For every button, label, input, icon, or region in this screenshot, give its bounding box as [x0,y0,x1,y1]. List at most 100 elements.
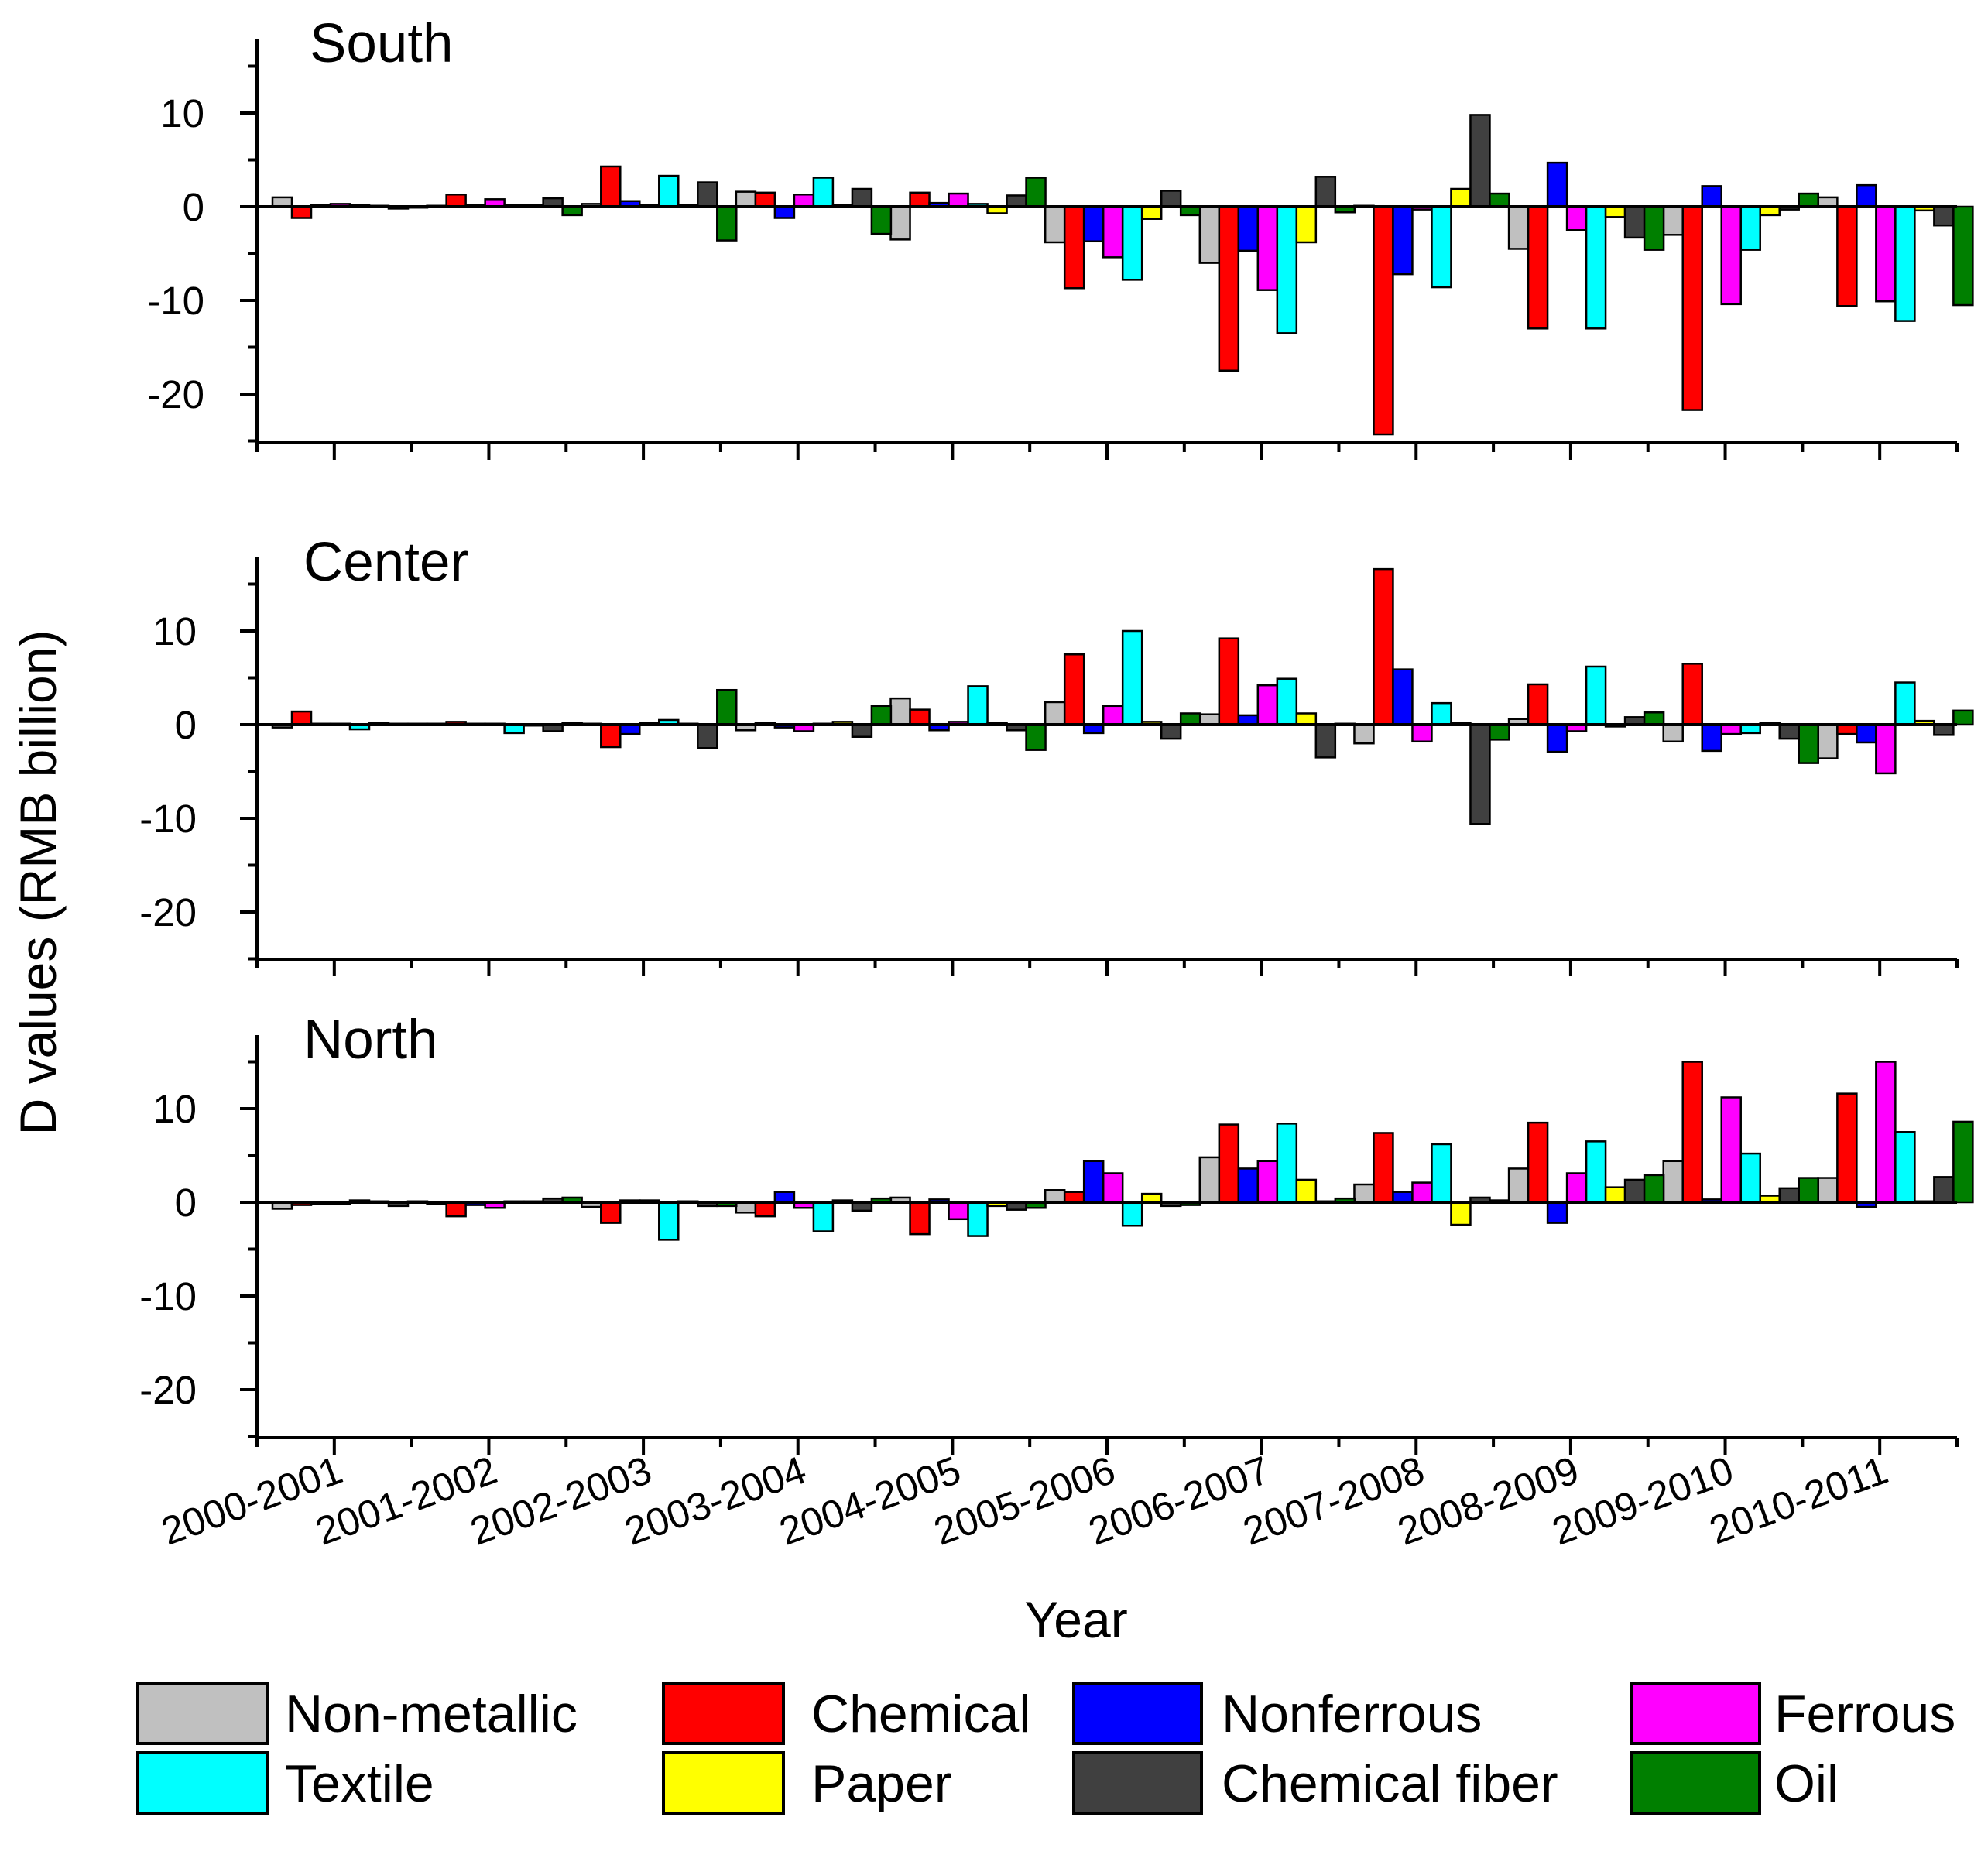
bar-non-metallic [1353,723,1375,745]
legend-label: Textile [285,1754,434,1813]
bar-ferrous [1875,1061,1897,1204]
bar-ferrous [1102,705,1124,726]
bar-oil [716,205,738,242]
bar-textile [1121,629,1143,726]
legend-item-chemical: Chemical [662,1682,1030,1745]
panel-title: South [310,13,454,74]
bar-textile [812,1201,835,1232]
bar-non-metallic [1198,205,1221,264]
bar-non-metallic [889,205,911,241]
bar-non-metallic [1353,1183,1375,1204]
bar-textile [1121,205,1143,281]
bar-chemical-fiber [1469,114,1491,208]
y-tick-label: -20 [139,890,197,934]
bar-textile [967,1201,989,1237]
bar-non-metallic [1662,205,1684,236]
bar-chemical [1527,1121,1549,1204]
bar-chemical [1527,205,1549,330]
bar-nonferrous [1701,185,1722,208]
panel-title: North [303,1010,438,1071]
x-tick-label: 2009-2010 [1547,1448,1740,1554]
bar-ferrous [948,192,969,208]
bar-ferrous [1875,723,1897,775]
bar-textile [658,174,680,208]
y-tick-label: -10 [147,279,204,323]
bar-chemical [1527,683,1549,726]
bar-nonferrous [1546,1201,1568,1224]
legend-label: Nonferrous [1222,1685,1482,1743]
legend-item-chemical-fiber: Chemical fiber [1072,1751,1558,1815]
bar-chemical [754,191,776,208]
bar-oil [1025,723,1047,751]
bar-chemical [600,165,622,208]
bar-textile [967,685,989,726]
bar-chemical-fiber [1314,723,1337,759]
bar-nonferrous [1392,668,1414,726]
bar-chemical-fiber [1160,723,1182,740]
bar-nonferrous [1856,723,1877,744]
legend-swatch [1072,1751,1203,1815]
panel-north: 10 0 -10 -20 North [139,1010,1974,1455]
bar-textile [1276,1123,1298,1204]
bar-nonferrous [1392,205,1414,276]
bar-textile [1431,1143,1452,1204]
bar-ferrous [1720,205,1742,306]
bar-oil [1179,712,1201,726]
bar-chemical-fiber [1623,205,1646,239]
y-tick-label: -20 [147,372,204,417]
y-tick-label: -10 [139,1274,197,1318]
legend-item-nonferrous: Nonferrous [1072,1682,1482,1745]
y-axis-title: D values (RMB billion) [9,630,67,1136]
bar-chemical [600,723,622,749]
bar-chemical [1063,205,1085,290]
bar-ferrous [1102,1172,1124,1204]
bar-non-metallic [1817,723,1839,759]
bar-nonferrous [1701,723,1722,753]
bar-oil [1025,177,1047,208]
bar-paper [1450,187,1472,208]
bar-non-metallic [889,697,911,726]
legend-swatch [1072,1682,1203,1745]
bar-chemical [290,205,313,219]
bar-chemical [600,1201,622,1224]
bars-south [271,114,1974,436]
bar-chemical [445,1201,467,1218]
bar-oil [1798,1177,1819,1204]
bar-textile [1585,665,1607,726]
bar-ferrous [1411,723,1433,743]
bar-oil [1952,709,1974,726]
bar-chemical [1836,1092,1858,1204]
bar-chemical [1681,205,1703,411]
legend-label: Non-metallic [285,1685,578,1743]
bar-textile [1894,681,1916,726]
bar-ferrous [1256,684,1279,726]
y-tick-label: 10 [153,1087,197,1131]
bar-paper [1140,205,1163,220]
bar-ferrous [793,194,815,208]
bar-nonferrous [1546,723,1568,753]
legend-item-textile: Textile [136,1751,434,1815]
legend-swatch [662,1751,785,1815]
legend-item-non-metallic: Non-metallic [136,1682,578,1745]
bar-paper [1295,1178,1318,1204]
bar-chemical [754,1201,776,1218]
legend-swatch [136,1682,269,1745]
bar-chemical-fiber [1778,1187,1800,1204]
x-axis: 2000-20012001-20022002-20032003-20042004… [156,1448,1894,1554]
bar-chemical [1218,1123,1240,1204]
bar-oil [870,205,893,235]
bar-paper [1295,205,1318,244]
bar-chemical [1373,205,1394,436]
bar-chemical [909,708,931,726]
bar-chemical-fiber [1469,723,1491,825]
bar-oil [1489,192,1510,208]
bar-oil [1489,723,1510,741]
bar-textile [1894,1131,1916,1204]
bar-paper [1450,1201,1472,1226]
bar-chemical [445,194,467,208]
bar-nonferrous [1082,1160,1105,1204]
bar-non-metallic [1662,1160,1684,1204]
y-tick-label: 0 [175,703,197,747]
y-tick-label: 0 [175,1181,197,1225]
